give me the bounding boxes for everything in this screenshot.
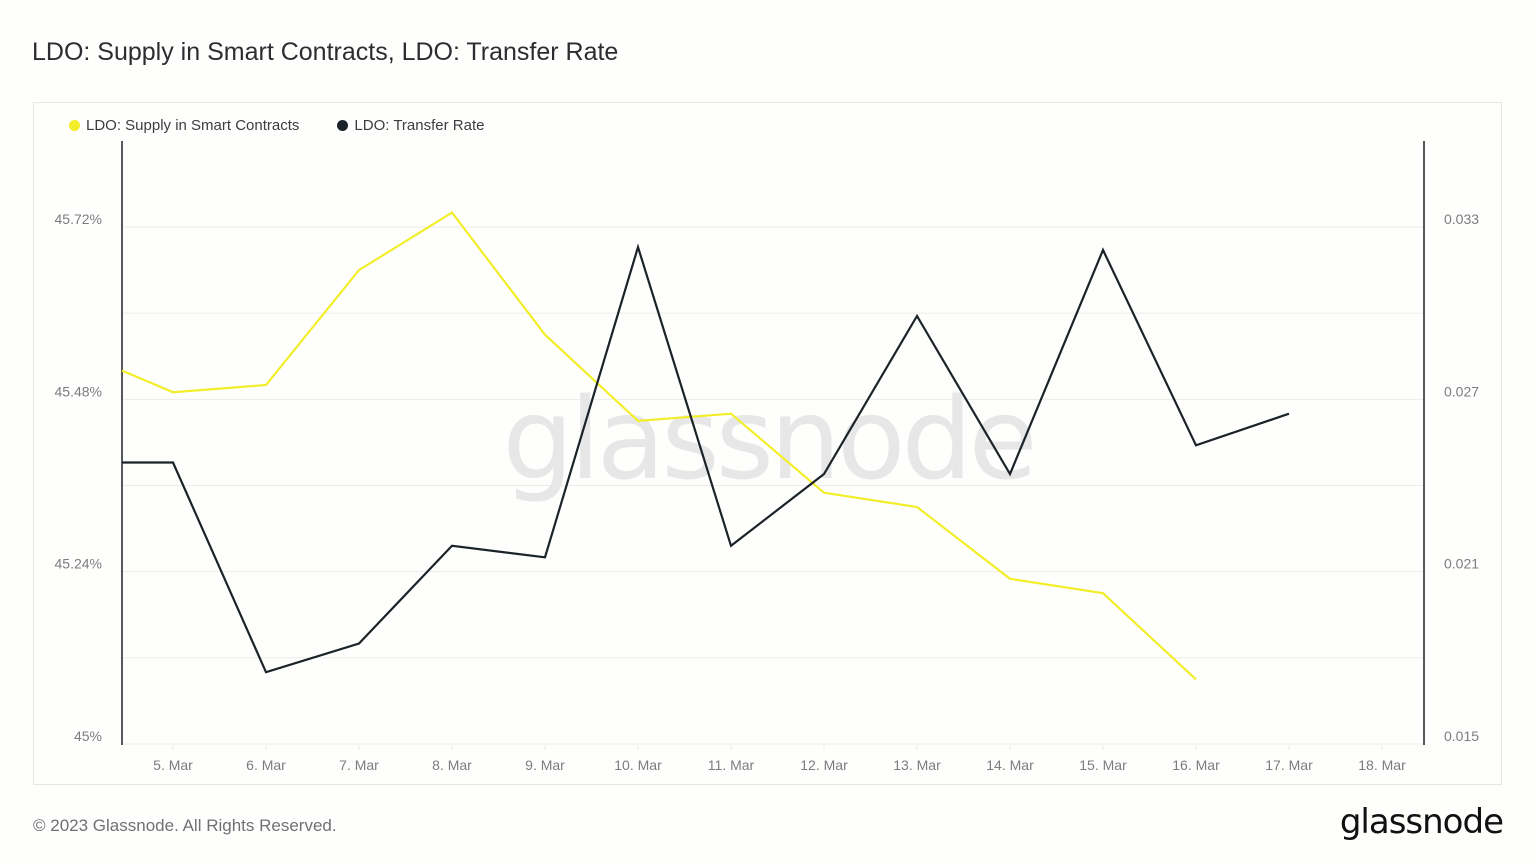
y-left-tick-label: 45.24% — [55, 556, 102, 572]
x-tick-label: 9. Mar — [525, 757, 565, 773]
x-tick-label: 11. Mar — [708, 757, 755, 773]
y-right-tick-label: 0.033 — [1444, 211, 1479, 227]
copyright-text: © 2023 Glassnode. All Rights Reserved. — [33, 816, 337, 835]
glassnode-logo: glassnode — [1339, 802, 1504, 842]
x-axis-ticks: 5. Mar 6. Mar 7. Mar 8. Mar 9. Mar 10. Mar 11.… — [153, 757, 1406, 773]
legend: LDO: Supply in Smart Contracts LDO: Tran… — [69, 117, 484, 134]
x-tick-label: 5. Mar — [153, 757, 193, 773]
y-left-tick-label: 45.48% — [55, 383, 102, 399]
legend-label-supply: LDO: Supply in Smart Contracts — [86, 117, 300, 134]
x-tick-label: 14. Mar — [986, 757, 1034, 773]
legend-item-supply[interactable]: LDO: Supply in Smart Contracts — [69, 117, 299, 134]
x-tick-label: 17. Mar — [1265, 757, 1313, 773]
x-tick-label: 8. Mar — [432, 757, 472, 773]
yellow-dot-icon — [69, 120, 80, 131]
chart-title: LDO: Supply in Smart Contracts, LDO: Tra… — [32, 38, 619, 66]
dark-dot-icon — [337, 120, 349, 131]
series-line-transfer-rate[interactable] — [122, 243, 1290, 674]
watermark-logo: glassnode — [502, 375, 1033, 505]
y-right-tick-label: 0.021 — [1444, 556, 1479, 572]
series-line-supply[interactable] — [121, 211, 1197, 681]
x-tick-label: 15. Mar — [1079, 757, 1127, 773]
y-right-tick-label: 0.015 — [1444, 728, 1479, 744]
x-tick-label: 13. Mar — [893, 757, 941, 773]
y-right-tick-label: 0.027 — [1444, 383, 1479, 399]
x-tick-label: 7. Mar — [339, 757, 379, 773]
right-axis-ticks: 0.015 0.021 0.027 0.033 — [1444, 211, 1479, 744]
x-tick-label: 12. Mar — [800, 757, 848, 773]
y-left-tick-label: 45% — [74, 728, 102, 744]
x-tick-label: 18. Mar — [1358, 757, 1406, 773]
x-tick-label: 6. Mar — [246, 757, 286, 773]
legend-label-transfer-rate: LDO: Transfer Rate — [354, 117, 485, 134]
legend-item-transfer-rate[interactable]: LDO: Transfer Rate — [337, 117, 484, 134]
x-tick-label: 10. Mar — [614, 757, 662, 773]
gridlines — [122, 226, 1424, 750]
x-tick-label: 16. Mar — [1172, 757, 1220, 773]
y-left-tick-label: 45.72% — [55, 211, 102, 227]
left-axis-ticks: 45% 45.24% 45.48% 45.72% — [55, 211, 102, 744]
